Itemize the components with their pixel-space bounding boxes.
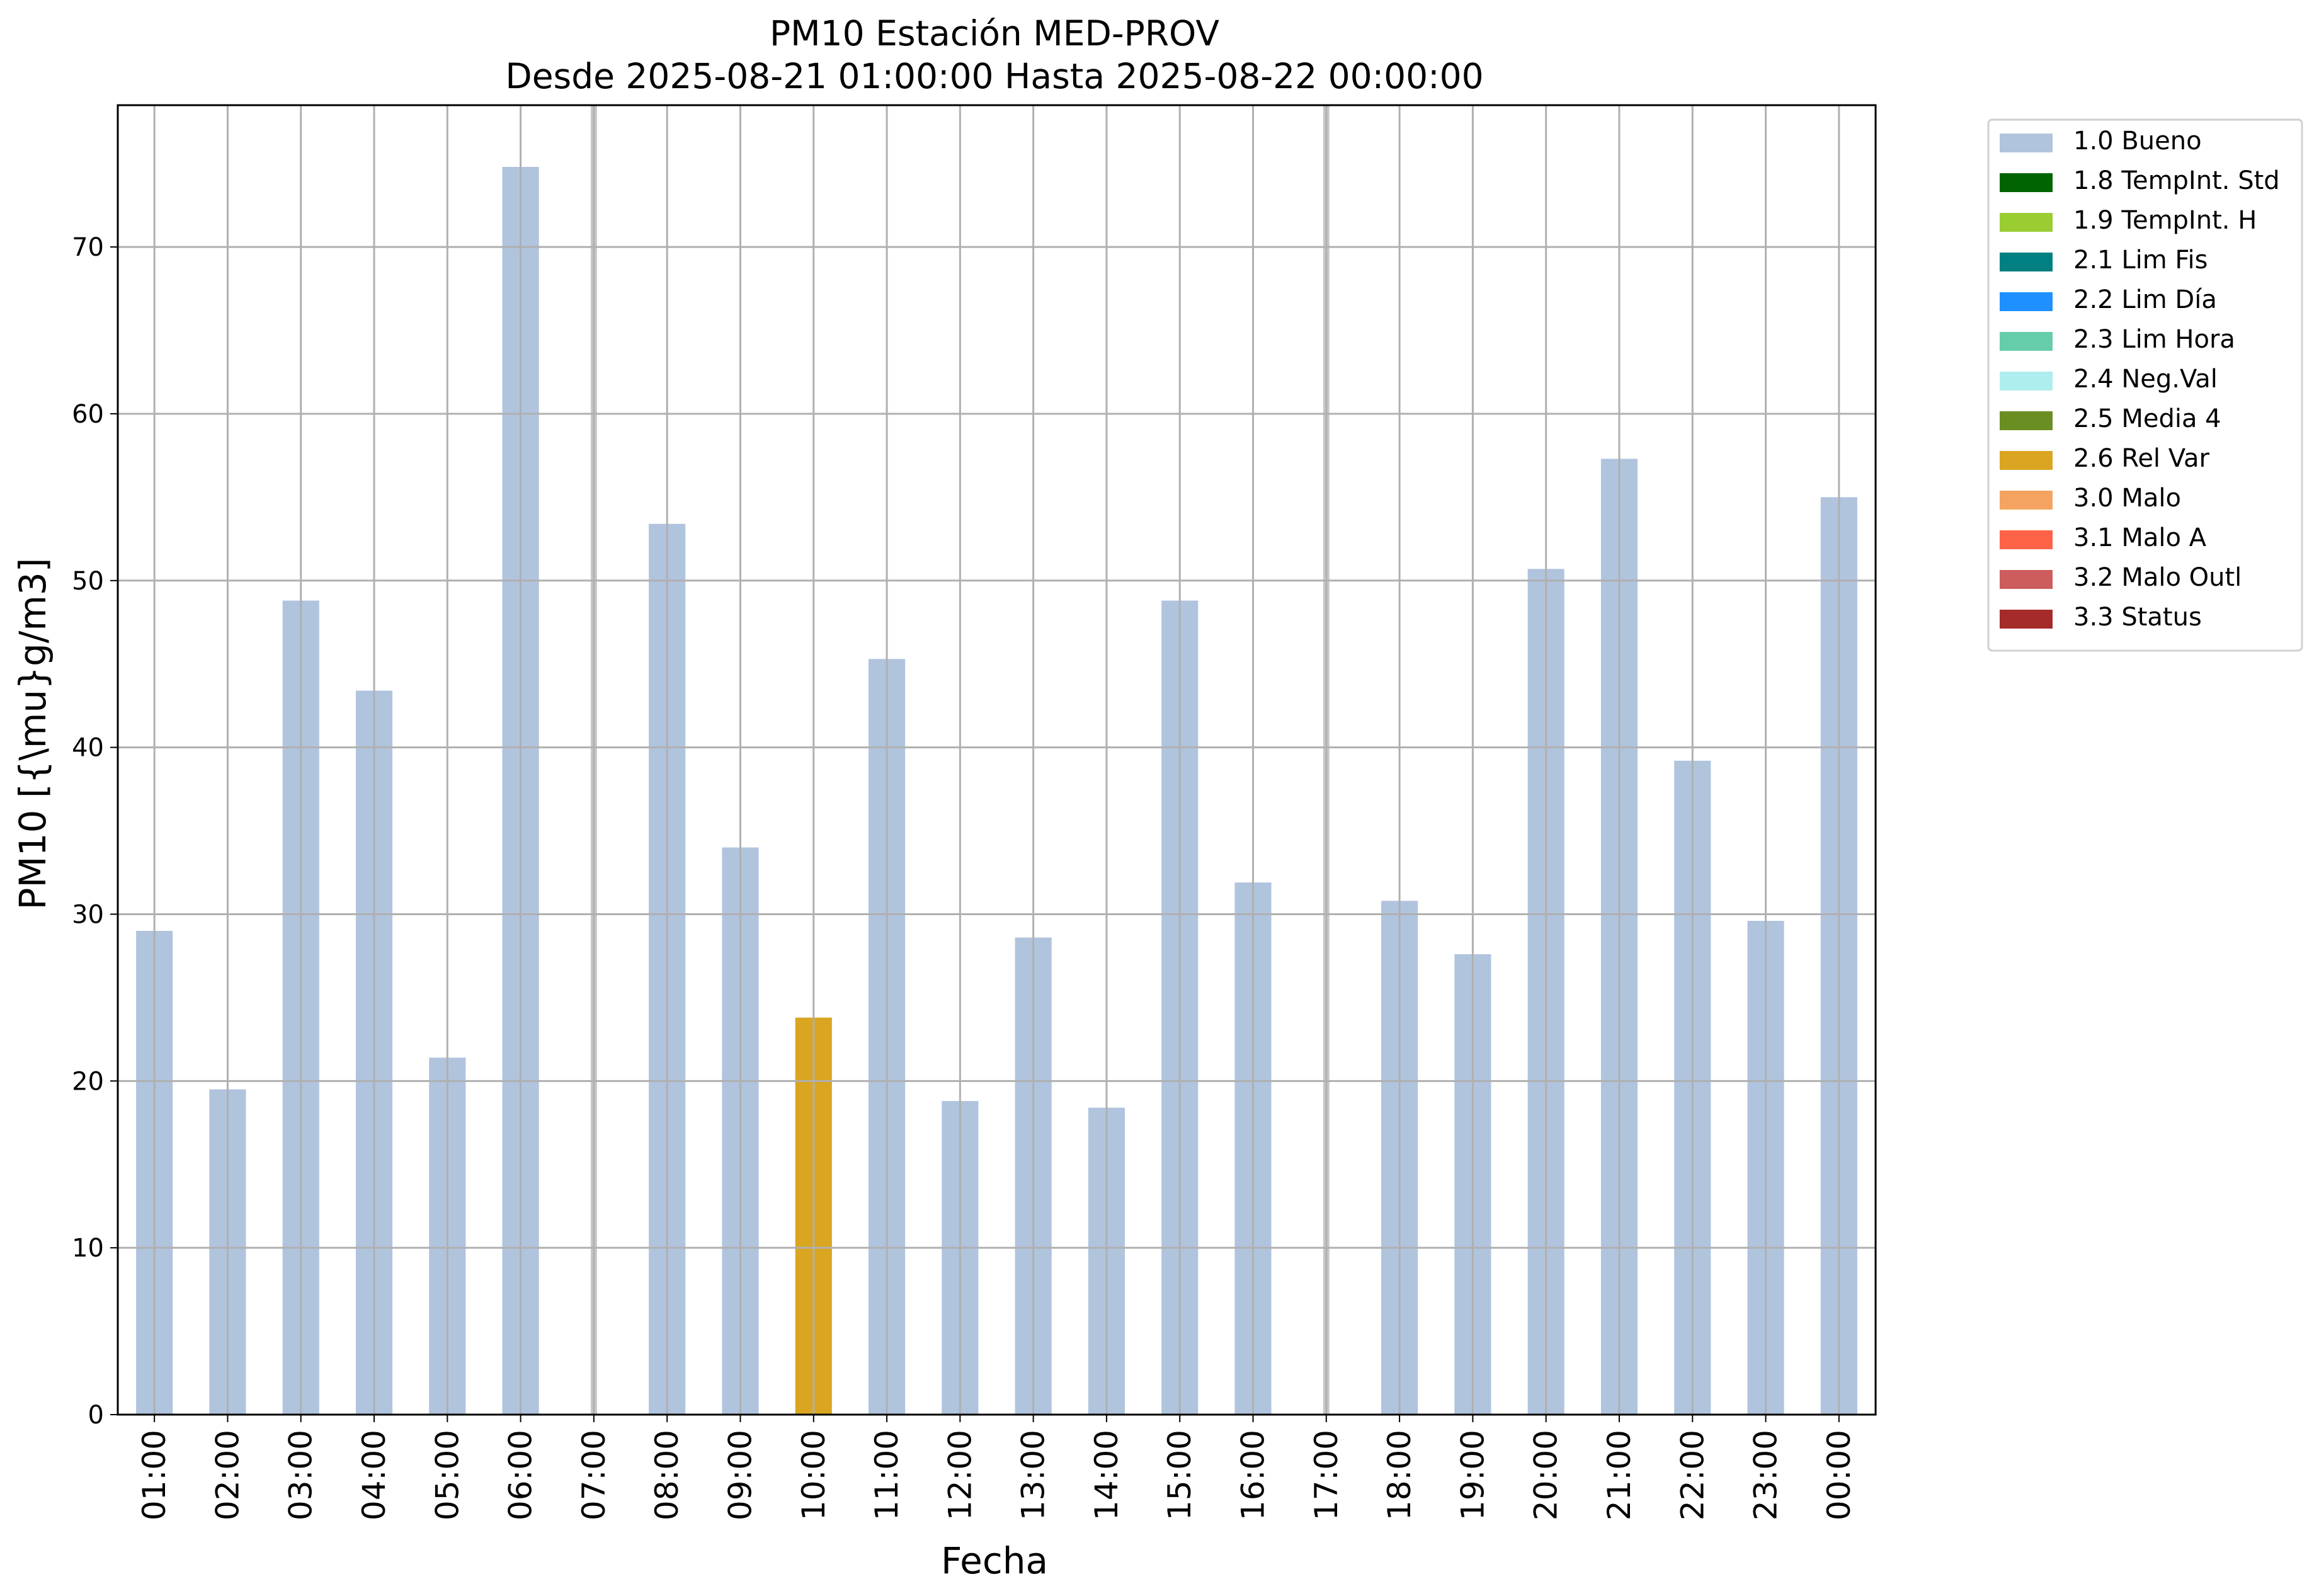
legend-label: 1.9 TempInt. H (2073, 206, 2257, 235)
x-tick-label: 18:00 (1381, 1430, 1418, 1520)
plot-frame (117, 104, 1877, 1416)
y-axis-label: PM10 [{\mu}g/m3] (11, 558, 54, 910)
legend-swatch (2000, 451, 2053, 470)
legend-label: 2.6 Rel Var (2073, 444, 2210, 473)
legend-swatch (2000, 411, 2053, 430)
x-tick-label: 14:00 (1088, 1430, 1125, 1520)
x-tick-label: 04:00 (356, 1430, 392, 1520)
y-tick-label: 40 (72, 734, 104, 763)
x-tick-label: 03:00 (283, 1430, 319, 1520)
x-tick-label: 19:00 (1454, 1430, 1491, 1520)
legend-swatch (2000, 213, 2053, 232)
x-tick-label: 17:00 (1308, 1430, 1345, 1520)
y-tick-label: 60 (72, 400, 104, 429)
y-tick-label: 20 (72, 1067, 104, 1096)
legend-label: 2.4 Neg.Val (2073, 365, 2218, 394)
legend-swatch (2000, 372, 2053, 390)
x-tick-label: 21:00 (1601, 1430, 1638, 1520)
y-tick-label: 50 (72, 567, 104, 596)
legend-label: 2.2 Lim Día (2073, 285, 2217, 314)
y-tick-label: 30 (72, 900, 104, 929)
x-tick-label: 16:00 (1235, 1430, 1272, 1520)
x-tick-label: 07:00 (576, 1430, 612, 1520)
x-tick-label: 13:00 (1015, 1430, 1052, 1520)
x-tick-label: 06:00 (503, 1430, 539, 1520)
legend-swatch (2000, 253, 2053, 271)
legend-swatch (2000, 134, 2053, 152)
y-tick-label: 70 (72, 233, 104, 262)
x-tick-label: 01:00 (136, 1430, 173, 1520)
legend-swatch (2000, 570, 2053, 589)
legend-swatch (2000, 610, 2053, 629)
plot-background (118, 105, 1876, 1415)
x-tick-label: 02:00 (209, 1430, 246, 1520)
y-tick-label: 10 (72, 1234, 104, 1263)
x-tick-label: 11:00 (869, 1430, 905, 1520)
chart-title: PM10 Estación MED-PROV (770, 13, 1219, 54)
legend-swatch (2000, 491, 2053, 510)
x-tick-label: 10:00 (795, 1430, 832, 1520)
plot-area: 0 10 20 30 40 50 60 70 01:00 02:00 03:00 04:00 05:00… (72, 104, 1877, 1520)
x-tick-label: 00:00 (1821, 1430, 1857, 1520)
legend-label: 2.5 Media 4 (2073, 404, 2221, 433)
legend: 1.0 Bueno 1.8 TempInt. Std 1.9 TempInt. H 2… (1987, 118, 2303, 652)
x-tick-label: 23:00 (1748, 1430, 1784, 1520)
legend-label: 3.2 Malo Outl (2073, 563, 2242, 592)
legend-box (1987, 118, 2303, 652)
legend-label: 2.3 Lim Hora (2073, 325, 2235, 354)
x-tick-label: 05:00 (429, 1430, 465, 1520)
legend-label: 1.8 TempInt. Std (2073, 166, 2280, 195)
legend-swatch (2000, 173, 2053, 192)
x-tick-label: 22:00 (1674, 1430, 1711, 1520)
x-tick-label: 15:00 (1161, 1430, 1198, 1520)
legend-label: 3.1 Malo A (2073, 523, 2207, 552)
x-tick-label: 09:00 (722, 1430, 758, 1520)
x-tick-label: 12:00 (942, 1430, 978, 1520)
x-tick-label: 20:00 (1528, 1430, 1564, 1520)
chart-subtitle: Desde 2025-08-21 01:00:00 Hasta 2025-08-… (505, 56, 1483, 96)
legend-label: 1.0 Bueno (2073, 127, 2202, 156)
legend-label: 3.3 Status (2073, 603, 2202, 632)
legend-swatch (2000, 530, 2053, 549)
legend-label: 3.0 Malo (2073, 484, 2181, 513)
x-axis-label: Fecha (941, 1539, 1048, 1582)
legend-label: 2.1 Lim Fis (2073, 246, 2208, 275)
legend-swatch (2000, 292, 2053, 311)
y-tick-label: 0 (88, 1401, 104, 1430)
legend-swatch (2000, 332, 2053, 351)
x-tick-label: 08:00 (649, 1430, 685, 1520)
